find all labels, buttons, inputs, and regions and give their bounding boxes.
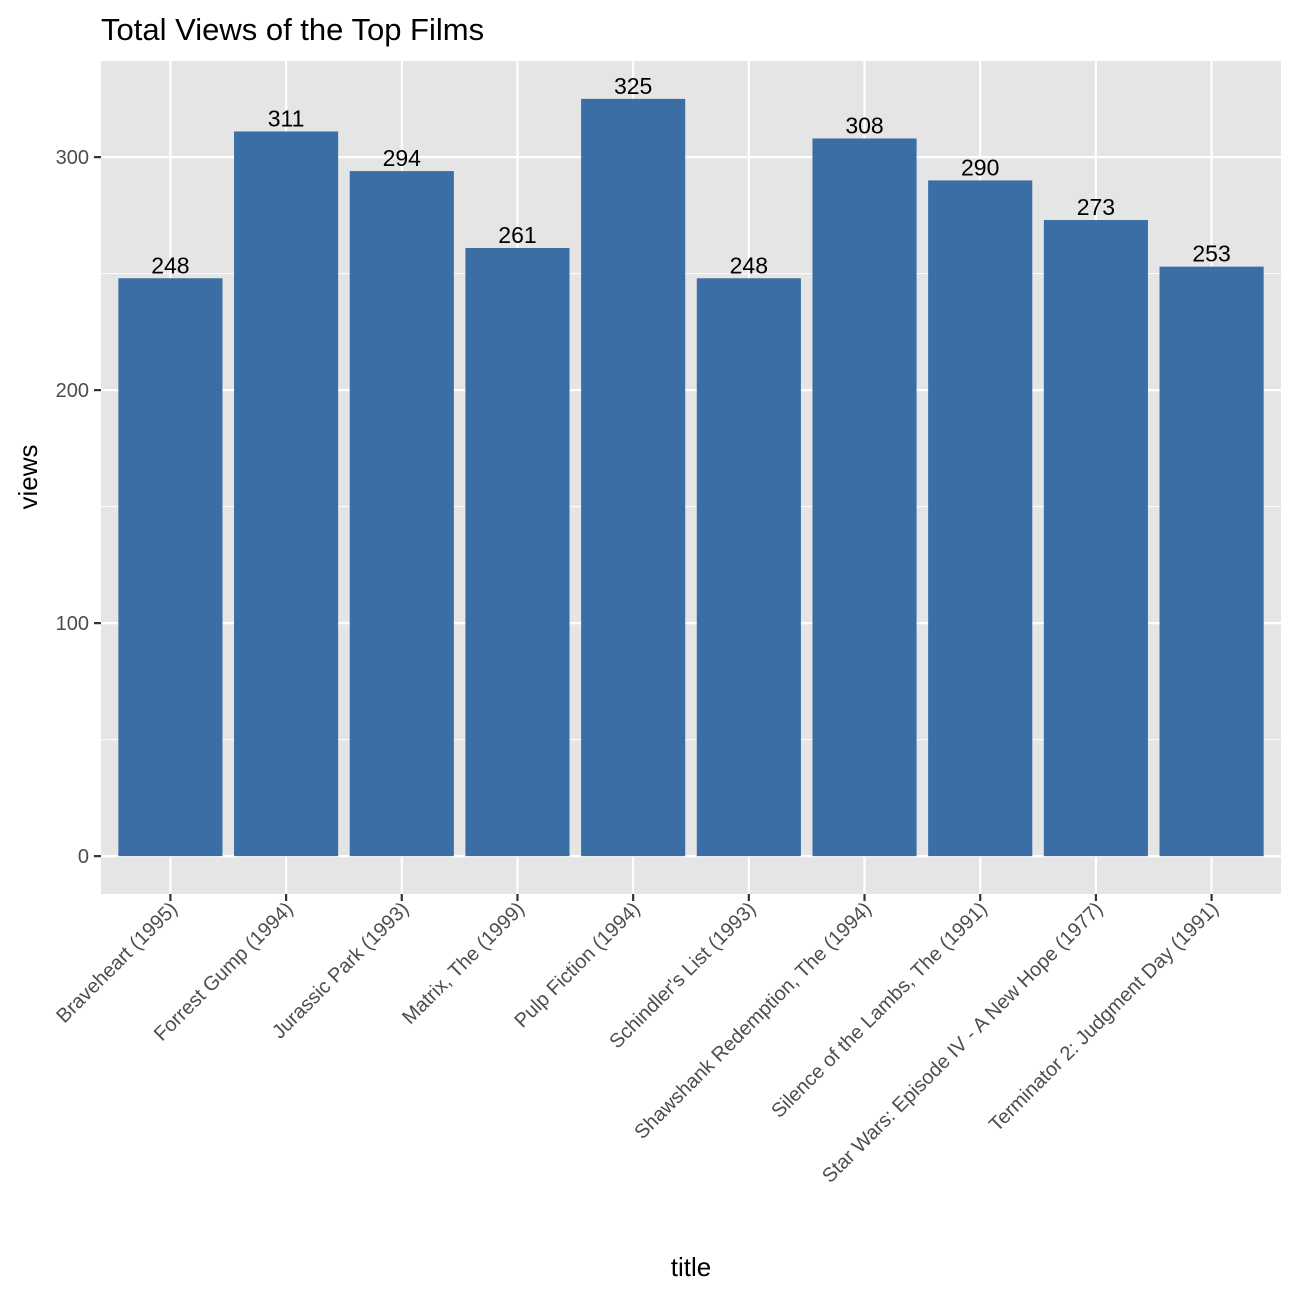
bar bbox=[465, 247, 570, 857]
y-axis: 0 100 200 300 bbox=[56, 147, 101, 868]
bar bbox=[928, 180, 1033, 857]
bar bbox=[1159, 266, 1264, 857]
y-tick-label: 0 bbox=[78, 846, 89, 868]
bar-value-label: 261 bbox=[498, 222, 536, 248]
bar-value-label: 248 bbox=[730, 252, 768, 278]
bar bbox=[581, 98, 686, 857]
bar bbox=[812, 138, 917, 857]
y-tick-label: 200 bbox=[56, 380, 89, 402]
bar bbox=[118, 278, 223, 857]
y-tick-label: 100 bbox=[56, 613, 89, 635]
bar-value-label: 248 bbox=[151, 252, 189, 278]
bar-value-label: 290 bbox=[961, 154, 999, 180]
bar-value-label: 253 bbox=[1192, 241, 1230, 267]
bar bbox=[696, 278, 801, 857]
x-axis-title: title bbox=[671, 1252, 711, 1282]
bars bbox=[118, 98, 1264, 857]
bar-value-label: 311 bbox=[268, 105, 305, 131]
data-labels: 248 311 294 261 325 248 308 290 273 253 bbox=[151, 73, 1231, 278]
chart-title: Total Views of the Top Films bbox=[101, 12, 484, 47]
bar bbox=[234, 131, 339, 857]
y-tick-label: 300 bbox=[56, 147, 89, 169]
bar-value-label: 325 bbox=[614, 73, 652, 99]
bar bbox=[1043, 220, 1148, 857]
bar bbox=[349, 171, 454, 857]
y-axis-title: views bbox=[13, 444, 43, 509]
bar-value-label: 308 bbox=[845, 112, 883, 138]
bar-value-label: 273 bbox=[1077, 194, 1115, 220]
bar-value-label: 294 bbox=[383, 145, 422, 171]
